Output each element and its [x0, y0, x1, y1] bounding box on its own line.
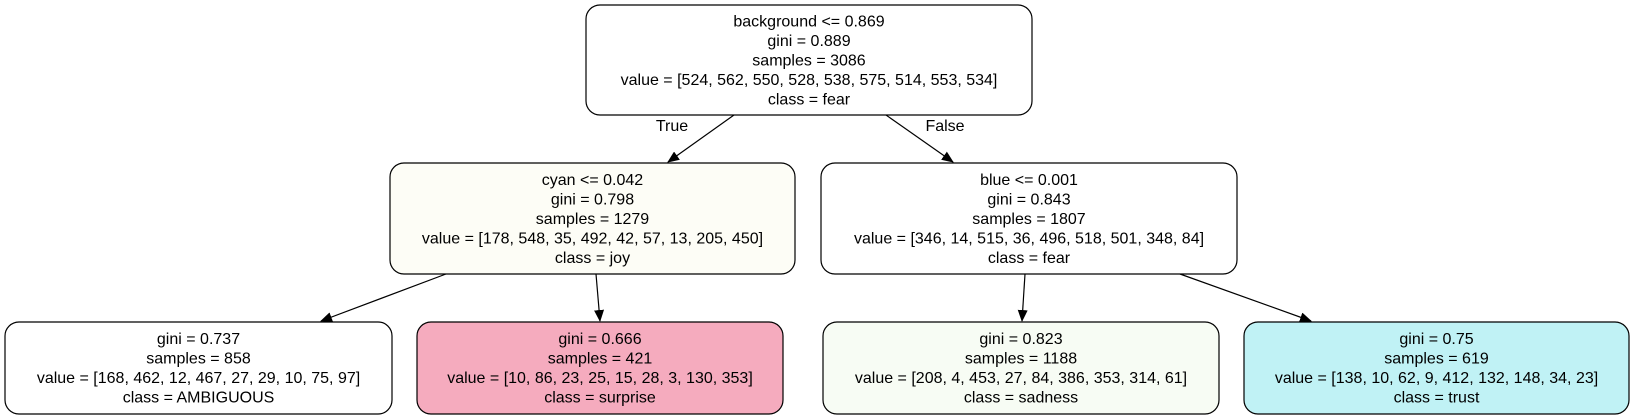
node-line: class = surprise: [544, 390, 656, 407]
node-line: value = [178, 548, 35, 492, 42, 57, 13, …: [422, 230, 763, 247]
node-line: class = AMBIGUOUS: [123, 390, 275, 407]
node-line: gini = 0.75: [1399, 331, 1473, 348]
edge-right-to-leaf4: [1179, 273, 1312, 322]
node-box: [389, 162, 796, 275]
node-line: value = [524, 562, 550, 528, 538, 575, 5…: [621, 72, 998, 89]
node-line: samples = 858: [146, 351, 251, 368]
edge-right-to-leaf3: [1017, 273, 1028, 322]
edge-left-to-leaf1: [320, 273, 447, 322]
edge-root-to-right: [885, 114, 954, 163]
node-box: [416, 321, 784, 415]
node-line: value = [168, 462, 12, 467, 27, 29, 10, …: [37, 370, 360, 387]
node-line: value = [10, 86, 23, 25, 15, 28, 3, 130,…: [447, 370, 753, 387]
node-line: samples = 619: [1384, 351, 1489, 368]
node-line: samples = 1807: [972, 211, 1086, 228]
tree-node-leaf4: gini = 0.75 samples = 619 value = [138, 10…: [1243, 321, 1630, 415]
node-line: samples = 3086: [752, 52, 866, 69]
node-line: blue <= 0.001: [980, 172, 1078, 189]
node-line: background <= 0.869: [733, 13, 884, 30]
node-line: gini = 0.823: [979, 331, 1062, 348]
node-line: samples = 421: [548, 351, 653, 368]
node-line: gini = 0.798: [551, 191, 634, 208]
tree-node-leaf1: gini = 0.737 samples = 858 value = [168, 4…: [4, 321, 393, 415]
tree-node-leaf2: gini = 0.666 samples = 421 value = [10, 86…: [416, 321, 784, 415]
node-line: cyan <= 0.042: [542, 172, 644, 189]
edge-left-to-leaf2: [594, 273, 605, 322]
node-line: class = sadness: [964, 390, 1078, 407]
tree-node-root: background <= 0.869 gini = 0.889 samples =…: [585, 4, 1033, 116]
edges-layer: True False: [320, 114, 1312, 322]
node-line: gini = 0.889: [767, 33, 850, 50]
node-line: gini = 0.843: [987, 191, 1070, 208]
node-line: class = fear: [768, 91, 851, 108]
edge-label-false: False: [925, 118, 964, 135]
node-box: [820, 162, 1238, 275]
node-line: samples = 1188: [965, 351, 1077, 368]
tree-node-right: blue <= 0.001 gini = 0.843 samples = 1807 v…: [820, 162, 1238, 275]
node-line: value = [346, 14, 515, 36, 496, 518, 501…: [854, 230, 1204, 247]
node-line: value = [138, 10, 62, 9, 412, 132, 148, …: [1275, 370, 1598, 387]
node-line: class = trust: [1394, 390, 1480, 407]
edge-label-true: True: [656, 118, 688, 135]
nodes-layer: background <= 0.869 gini = 0.889 samples =…: [4, 4, 1630, 415]
edge-root-to-left: [667, 114, 735, 163]
node-box: [822, 321, 1220, 415]
node-line: class = fear: [988, 250, 1071, 267]
node-line: gini = 0.666: [558, 331, 641, 348]
node-line: gini = 0.737: [157, 331, 240, 348]
tree-node-left: cyan <= 0.042 gini = 0.798 samples = 1279 v…: [389, 162, 796, 275]
node-line: samples = 1279: [536, 211, 650, 228]
node-box: [4, 321, 393, 415]
node-box: [1243, 321, 1630, 415]
tree-node-leaf3: gini = 0.823 samples = 1188 value = [208, …: [822, 321, 1220, 415]
node-box: [585, 4, 1033, 116]
node-line: value = [208, 4, 453, 27, 84, 386, 353, …: [855, 370, 1187, 387]
node-line: class = joy: [555, 250, 630, 267]
